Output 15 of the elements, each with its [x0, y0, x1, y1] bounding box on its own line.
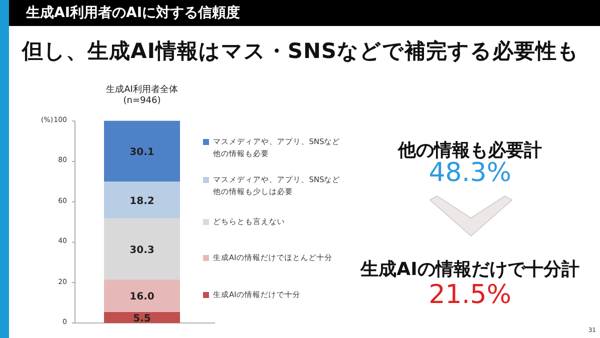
data-label: 30.3	[130, 244, 154, 256]
data-label: 5.5	[133, 313, 151, 324]
bar	[104, 182, 180, 218]
text: 但し、生成AI情報はマス・SNSなどで補完する必要性も	[22, 38, 580, 65]
data-label: 16.0	[130, 292, 154, 303]
chart-title: 生成AI利用者のAIに対する信頼度	[26, 4, 240, 22]
data-label: 30.1	[130, 147, 154, 158]
bar	[104, 312, 180, 323]
text: 生成AIの情報だけで十分計	[359, 258, 580, 281]
bar	[104, 120, 180, 182]
data-label: 18.2	[130, 196, 154, 207]
bar	[104, 218, 180, 280]
text: 21.5%	[428, 280, 512, 310]
x-tick-label: 生成AI利用者全体 (n=946)	[105, 85, 179, 107]
bar	[104, 280, 180, 312]
